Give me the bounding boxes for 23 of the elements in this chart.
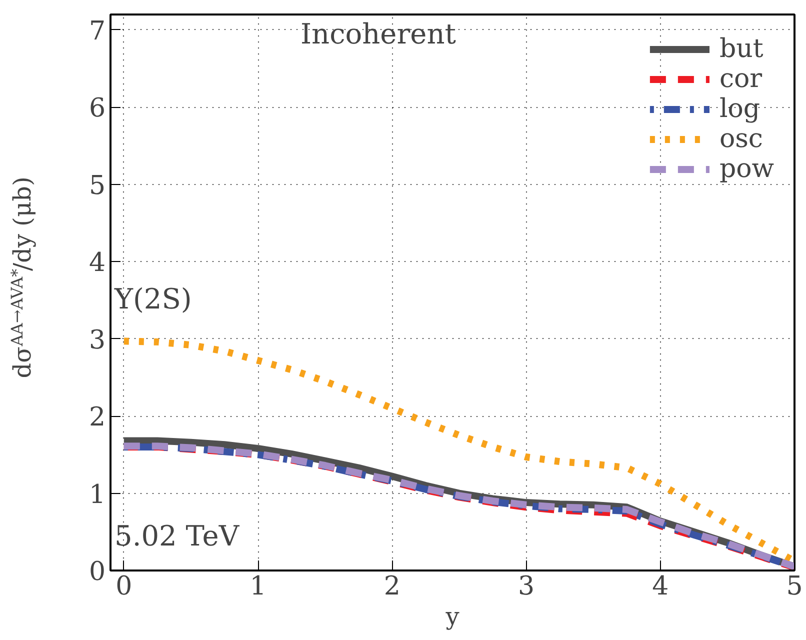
- x-tick-label: 3: [518, 572, 535, 602]
- y-tick-label: 2: [88, 402, 106, 433]
- annotation: Υ(2S): [114, 282, 192, 316]
- y-tick-label: 5: [88, 170, 106, 201]
- annotation: Incoherent: [300, 18, 457, 50]
- legend-label: pow: [719, 154, 774, 184]
- legend-label: but: [719, 34, 764, 64]
- x-tick-label: 1: [250, 572, 266, 602]
- legend-label: cor: [719, 64, 762, 94]
- y-tick-label: 3: [88, 325, 106, 356]
- y-tick-label: 7: [88, 16, 106, 46]
- y-tick-label: 4: [88, 248, 106, 278]
- annotation: 5.02 TeV: [114, 520, 240, 552]
- x-tick-label: 5: [786, 572, 803, 602]
- x-tick-label: 4: [652, 572, 669, 602]
- legend-label: osc: [719, 124, 763, 154]
- x-axis-title: y: [444, 602, 460, 630]
- x-tick-label: 2: [384, 572, 400, 602]
- y-axis-title: dσAA→AVA*/dy (μb): [8, 176, 36, 378]
- y-tick-label: 6: [88, 94, 106, 124]
- legend-label: log: [719, 94, 760, 124]
- x-tick-label: 0: [116, 572, 132, 602]
- y-tick-label: 1: [88, 480, 106, 510]
